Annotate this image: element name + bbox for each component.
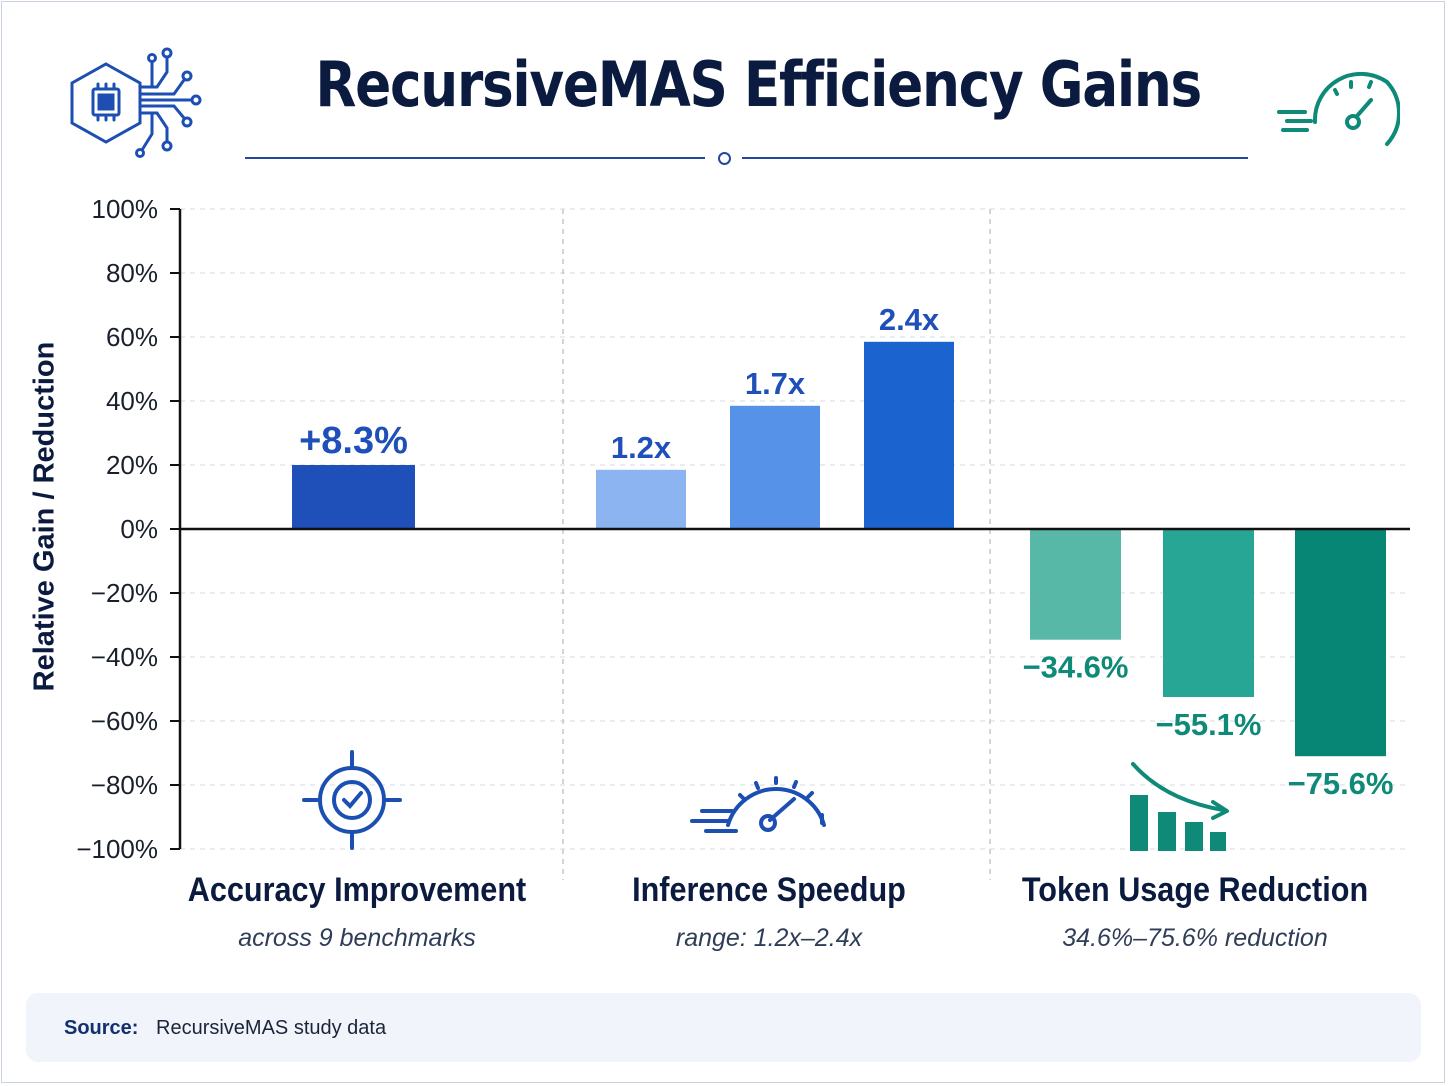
speedometer-icon bbox=[690, 776, 826, 833]
category-subtitle: 34.6%–75.6% reduction bbox=[1062, 924, 1328, 952]
y-tick-label: −100% bbox=[76, 834, 158, 864]
decreasing-bars-icon bbox=[1130, 762, 1229, 851]
y-tick-label: 0% bbox=[120, 514, 158, 544]
bar bbox=[1030, 529, 1121, 640]
category-name: Inference Speedup bbox=[632, 871, 906, 909]
bar-value-label: −34.6% bbox=[1022, 650, 1128, 685]
category-name: Accuracy Improvement bbox=[187, 871, 527, 909]
category-name: Token Usage Reduction bbox=[1021, 871, 1369, 909]
circuit-chip-icon bbox=[70, 47, 202, 158]
bar-value-label: −75.6% bbox=[1287, 766, 1393, 801]
category-subtitle: across 9 benchmarks bbox=[238, 924, 476, 952]
bar-value-label: −55.1% bbox=[1155, 707, 1261, 742]
title-rule-dot bbox=[718, 152, 731, 165]
source-text: RecursiveMAS study data bbox=[156, 1017, 387, 1039]
y-tick-label: 100% bbox=[92, 194, 159, 224]
category-accuracy: Accuracy Improvement across 9 benchmarks bbox=[147, 871, 567, 953]
bar-value-label: 2.4x bbox=[879, 302, 940, 337]
target-check-icon bbox=[302, 750, 402, 850]
bar-value-label: 1.2x bbox=[611, 430, 672, 465]
bar bbox=[1163, 529, 1254, 697]
speedometer-icon bbox=[1277, 72, 1400, 146]
y-tick-label: −80% bbox=[91, 770, 158, 800]
bar bbox=[730, 405, 820, 529]
source-label: Source: bbox=[64, 1017, 139, 1039]
y-tick-label: 40% bbox=[106, 386, 158, 416]
source-box: Source: RecursiveMAS study data bbox=[26, 993, 1421, 1062]
bar bbox=[596, 469, 686, 529]
title-rule-right bbox=[742, 157, 1248, 159]
bar bbox=[1295, 529, 1386, 757]
bar bbox=[292, 465, 415, 529]
y-tick-label: −60% bbox=[91, 706, 158, 736]
y-tick-label: 20% bbox=[106, 450, 158, 480]
y-tick-label: −20% bbox=[91, 578, 158, 608]
category-token-reduction: Token Usage Reduction 34.6%–75.6% reduct… bbox=[985, 871, 1405, 953]
chart-area: 100% 80% 60% 40% 20% 0% −20% −40% −60% −80% −100% +… bbox=[76, 194, 1410, 880]
chart-title: RecursiveMAS Efficiency Gains bbox=[315, 48, 1202, 121]
bar bbox=[864, 341, 954, 529]
y-tick-label: 60% bbox=[106, 322, 158, 352]
bar-value-label: +8.3% bbox=[299, 420, 408, 462]
bar-value-label: 1.7x bbox=[745, 366, 806, 401]
category-speedup: Inference Speedup range: 1.2x–2.4x bbox=[559, 871, 979, 953]
y-tick-label: 80% bbox=[106, 258, 158, 288]
y-tick-label: −40% bbox=[91, 642, 158, 672]
category-subtitle: range: 1.2x–2.4x bbox=[675, 924, 863, 952]
title-rule-left bbox=[245, 157, 705, 159]
